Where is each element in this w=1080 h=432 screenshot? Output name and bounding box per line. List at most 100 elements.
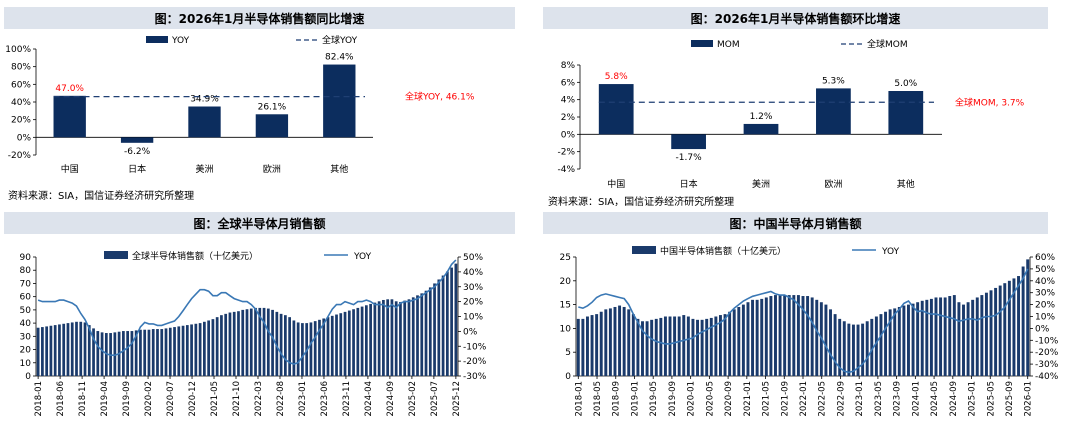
bar bbox=[198, 323, 202, 376]
category-label: 美洲 bbox=[195, 163, 213, 175]
bar bbox=[888, 91, 924, 135]
bar bbox=[870, 318, 874, 376]
x-tick-label: 2025-09 bbox=[1005, 381, 1015, 417]
bar bbox=[741, 304, 745, 376]
right-tick-label: 30% bbox=[463, 283, 483, 293]
bar bbox=[364, 305, 368, 376]
left-tick-label: 20 bbox=[20, 346, 32, 356]
category-label: 日本 bbox=[128, 163, 146, 175]
bar bbox=[441, 275, 445, 376]
bar bbox=[266, 308, 270, 376]
x-tick-label: 2021-09 bbox=[780, 381, 790, 417]
bar bbox=[874, 316, 878, 376]
x-tick-label: 2023-01 bbox=[855, 381, 865, 417]
bar bbox=[399, 301, 402, 376]
bar bbox=[709, 317, 713, 376]
bar bbox=[113, 332, 117, 376]
bar bbox=[737, 306, 741, 376]
source-note: 资料来源：SIA，国信证券经济研究所整理 bbox=[8, 191, 195, 202]
bar bbox=[139, 329, 142, 376]
bar bbox=[718, 315, 722, 376]
bar bbox=[861, 323, 865, 376]
bar bbox=[595, 314, 599, 376]
bar bbox=[663, 316, 667, 376]
legend-line-label: 全球MOM bbox=[867, 38, 908, 50]
x-tick-label: 2018-09 bbox=[612, 381, 622, 417]
x-tick-label: 2019-04 bbox=[100, 381, 110, 417]
left-tick-label: 5 bbox=[565, 348, 571, 358]
bar bbox=[258, 307, 262, 376]
panel-title: 图：2026年1月半导体销售额环比增速 bbox=[543, 7, 1048, 29]
bar bbox=[394, 301, 398, 376]
bar bbox=[386, 299, 390, 376]
x-tick-label: 2018-01 bbox=[574, 381, 584, 417]
y-tick-label: 40% bbox=[11, 98, 31, 108]
data-label: -1.7% bbox=[676, 153, 703, 163]
bar bbox=[732, 309, 736, 376]
x-tick-label: 2022-08 bbox=[276, 381, 286, 417]
bar bbox=[420, 293, 424, 376]
bar bbox=[934, 297, 938, 376]
right-tick-label: -10% bbox=[463, 342, 487, 352]
bar bbox=[70, 322, 74, 376]
bar bbox=[613, 306, 617, 376]
legend-line-label: YOY bbox=[881, 247, 900, 257]
bar bbox=[377, 301, 381, 376]
bar bbox=[271, 309, 274, 376]
data-label: 5.0% bbox=[894, 79, 917, 89]
bar bbox=[966, 302, 970, 376]
right-tick-label: 50% bbox=[463, 253, 483, 263]
bar bbox=[313, 321, 317, 376]
x-tick-label: 2021-01 bbox=[743, 381, 753, 417]
x-tick-label: 2024-09 bbox=[386, 381, 396, 417]
bar bbox=[292, 320, 296, 376]
left-tick-label: 80 bbox=[20, 266, 32, 276]
bar bbox=[190, 324, 193, 376]
bar bbox=[604, 309, 608, 376]
bar bbox=[957, 302, 961, 376]
bar bbox=[920, 300, 924, 376]
right-tick-label: -10% bbox=[1035, 336, 1059, 346]
bar bbox=[275, 311, 279, 376]
bar bbox=[671, 134, 706, 150]
bar bbox=[696, 319, 699, 376]
reference-label: 全球YOY, 46.1% bbox=[405, 91, 475, 103]
y-tick-label: 8% bbox=[561, 61, 576, 71]
bar bbox=[627, 309, 631, 376]
bar bbox=[322, 318, 326, 376]
panel-title: 图：中国半导体月销售额 bbox=[543, 212, 1048, 234]
bar bbox=[1012, 278, 1016, 376]
x-tick-label: 2025-02 bbox=[408, 381, 418, 417]
x-tick-label: 2024-05 bbox=[930, 381, 940, 417]
data-label: -6.2% bbox=[124, 147, 151, 157]
right-tick-label: -20% bbox=[1035, 348, 1059, 358]
bar bbox=[323, 64, 356, 138]
bar bbox=[343, 311, 347, 376]
bar bbox=[100, 332, 104, 376]
x-tick-label: 2018-11 bbox=[78, 381, 88, 417]
bar bbox=[686, 316, 690, 376]
bar bbox=[433, 283, 436, 376]
bar bbox=[599, 311, 603, 376]
mom-bar-chart: MOM 全球MOM 8% 6% 4% 2% 0% -2% -4% 5.8% 中国 -1.7% 日本 1.2… bbox=[557, 38, 1024, 190]
bar bbox=[816, 88, 851, 135]
bar bbox=[130, 331, 134, 376]
x-tick-label: 2023-05 bbox=[874, 381, 884, 417]
bar bbox=[356, 307, 360, 376]
bar bbox=[326, 317, 330, 376]
bar bbox=[147, 329, 151, 376]
right-tick-label: 20% bbox=[463, 298, 483, 308]
left-tick-label: 0 bbox=[565, 372, 571, 382]
y-tick-label: 60% bbox=[11, 80, 31, 90]
bar bbox=[411, 297, 415, 376]
global-sales-chart: 全球半导体销售额（十亿美元） YOY 90 80 70 60 50 40 30 20 10 0 50% 4… bbox=[20, 250, 487, 417]
x-tick-label: 2023-01 bbox=[298, 381, 308, 417]
category-label: 日本 bbox=[680, 178, 698, 190]
bar bbox=[62, 323, 66, 376]
bar bbox=[598, 84, 634, 135]
source-note: 资料来源：SIA，国信证券经济研究所整理 bbox=[548, 197, 735, 208]
bar bbox=[224, 313, 228, 376]
data-label: 5.8% bbox=[605, 72, 628, 82]
legend-bar-label: YOY bbox=[171, 36, 190, 46]
y-tick-label: 6% bbox=[561, 78, 576, 88]
